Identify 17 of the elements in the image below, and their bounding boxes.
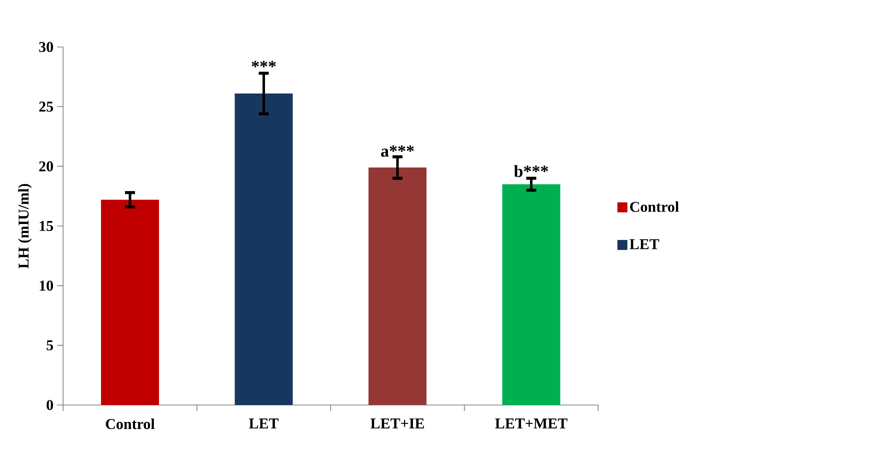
x-tick-label: LET+MET (495, 418, 568, 428)
y-axis-title: LH (mIU/ml) (18, 184, 32, 268)
y-tick-label: 0 (46, 400, 54, 410)
y-tick-label: 10 (40, 280, 54, 291)
x-tick-label: LET (248, 418, 279, 428)
annotation: b*** (514, 165, 548, 178)
annotation: a*** (381, 145, 414, 157)
legend-label: LET (630, 239, 660, 250)
y-tick-label: 30 (39, 42, 54, 52)
annotation: *** (252, 60, 276, 68)
x-tick-label: Control (106, 418, 155, 430)
y-tick-label: 20 (39, 161, 54, 172)
x-tick-label: LET+IE (370, 418, 424, 428)
y-tick-label: 5 (46, 340, 54, 350)
y-tick-label: 15 (40, 220, 54, 232)
y-tick-label: 25 (39, 102, 54, 112)
legend-label: Control (630, 201, 679, 212)
